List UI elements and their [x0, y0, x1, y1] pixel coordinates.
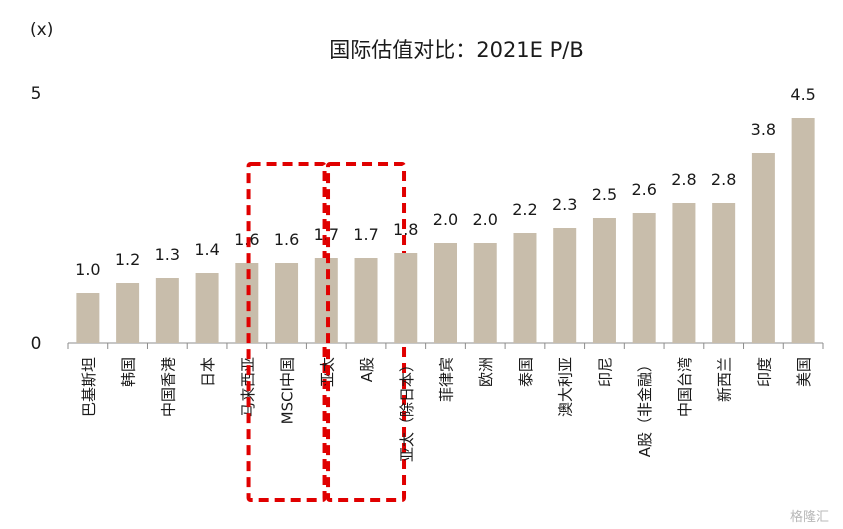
category-label: 韩国 — [120, 357, 138, 387]
category-label: 中国台湾 — [676, 357, 694, 417]
bar-value-label: 1.7 — [353, 225, 378, 244]
category-label: A股 — [358, 357, 376, 382]
bar — [434, 243, 457, 343]
bar-value-label: 1.4 — [194, 240, 219, 259]
category-label: 日本 — [199, 357, 217, 387]
chart-title: 国际估值对比：2021E P/B — [329, 38, 584, 62]
category-label: 印度 — [755, 357, 773, 387]
bar-value-label: 1.0 — [75, 260, 100, 279]
category-label: 菲律宾 — [438, 357, 456, 402]
bar-value-label: 1.3 — [155, 245, 180, 264]
bar — [195, 273, 219, 343]
bar-value-label: 2.3 — [552, 195, 577, 214]
bar-value-label: 2.2 — [512, 200, 537, 219]
category-label: A股（非金融） — [636, 357, 654, 457]
y-tick-label: 5 — [31, 84, 42, 104]
category-label: MSCI中国 — [279, 357, 297, 424]
y-unit-label: (x) — [30, 20, 54, 40]
bar-value-label: 1.7 — [314, 225, 339, 244]
bar — [592, 218, 616, 343]
bar-value-label: 2.5 — [592, 185, 617, 204]
category-label: 澳大利亚 — [557, 357, 575, 417]
category-label: 泰国 — [517, 357, 535, 387]
bar — [354, 258, 378, 343]
bar-value-label: 2.8 — [671, 170, 696, 189]
bar-value-label: 2.8 — [711, 170, 736, 189]
category-label: 巴基斯坦 — [80, 357, 98, 417]
bar — [275, 263, 299, 343]
bar-value-label: 1.8 — [393, 220, 418, 239]
watermark: 格隆汇 — [789, 510, 829, 525]
bar — [791, 118, 815, 343]
category-label: 亚太（除日本） — [398, 357, 416, 462]
bar — [632, 213, 656, 343]
bar — [712, 203, 736, 343]
bar — [473, 243, 497, 343]
bar-value-label: 1.6 — [274, 230, 299, 249]
bar-value-label: 4.5 — [790, 85, 815, 104]
category-label: 美国 — [795, 357, 813, 387]
bar — [116, 283, 140, 343]
category-label: 中国香港 — [159, 357, 177, 417]
bar-value-label: 3.8 — [751, 120, 776, 139]
bar-value-label: 2.0 — [473, 210, 498, 229]
category-label: 印尼 — [596, 357, 614, 387]
bar — [155, 278, 179, 343]
bar-value-label: 1.2 — [115, 250, 140, 269]
bar-value-label: 2.0 — [433, 210, 458, 229]
bar — [394, 253, 418, 343]
category-label: 欧洲 — [477, 357, 495, 387]
bar — [751, 153, 775, 343]
bar-value-label: 2.6 — [631, 180, 656, 199]
bar — [672, 203, 696, 343]
y-tick-label: 0 — [31, 334, 42, 354]
bar — [553, 228, 577, 343]
bar — [76, 293, 100, 343]
category-label: 新西兰 — [716, 357, 734, 402]
bar — [513, 233, 537, 343]
